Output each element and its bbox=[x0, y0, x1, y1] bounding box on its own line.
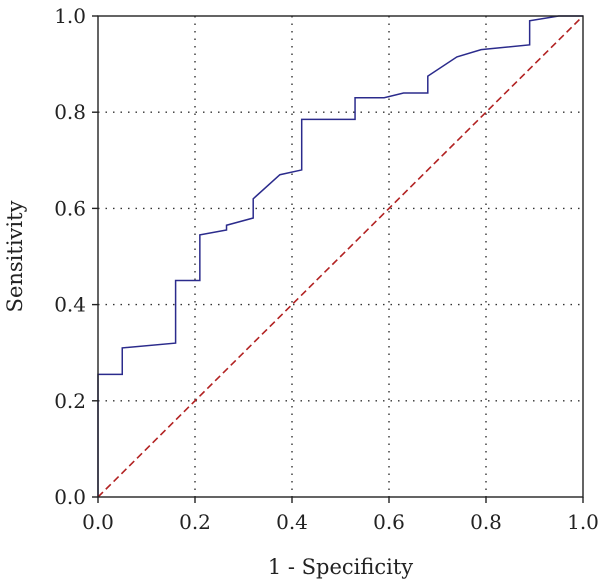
x-tick-label-1: 0.2 bbox=[179, 510, 211, 534]
plot-frame bbox=[97, 15, 584, 498]
ticks: 0.0 0.2 0.4 0.6 0.8 1.0 0.0 0.2 0.4 0.6 0.8 1.0 bbox=[54, 4, 599, 534]
grid bbox=[98, 16, 583, 497]
y-tick-label-4: 0.8 bbox=[54, 100, 86, 124]
y-tick-label-3: 0.6 bbox=[54, 196, 86, 220]
x-tick-label-2: 0.4 bbox=[276, 510, 308, 534]
y-tick-label-0: 0.0 bbox=[54, 485, 86, 509]
series-layer bbox=[97, 15, 584, 498]
reference-diagonal-line bbox=[97, 15, 584, 498]
x-tick-label-4: 0.8 bbox=[470, 510, 502, 534]
y-axis-title: Sensitivity bbox=[3, 200, 27, 312]
roc-curve-line bbox=[97, 15, 583, 497]
x-tick-label-5: 1.0 bbox=[567, 510, 599, 534]
x-tick-label-3: 0.6 bbox=[373, 510, 405, 534]
y-tick-label-5: 1.0 bbox=[54, 4, 86, 28]
y-tick-label-1: 0.2 bbox=[54, 389, 86, 413]
x-axis-title: 1 - Specificity bbox=[268, 555, 413, 579]
x-tick-label-0: 0.0 bbox=[82, 510, 114, 534]
y-tick-label-2: 0.4 bbox=[54, 293, 86, 317]
